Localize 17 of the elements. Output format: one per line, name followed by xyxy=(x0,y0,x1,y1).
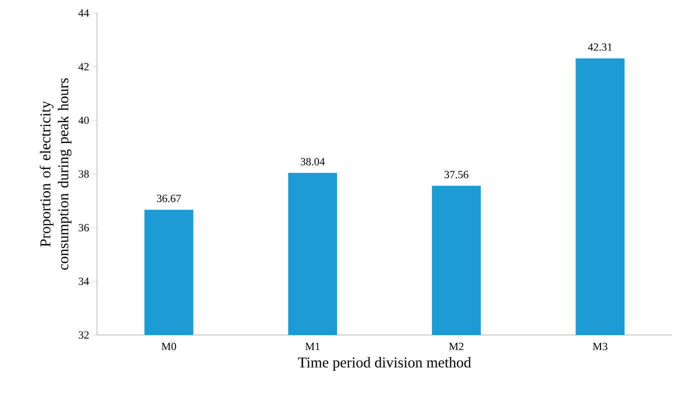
x-axis-title: Time period division method xyxy=(298,357,472,371)
x-tick-label: M0 xyxy=(162,342,176,350)
y-tick-label: 32 xyxy=(78,331,89,339)
y-tick-label: 36 xyxy=(78,224,89,232)
y-tick-label: 40 xyxy=(78,116,89,124)
data-label: 38.04 xyxy=(300,158,325,166)
y-tick-label: 38 xyxy=(78,170,89,178)
data-label: 37.56 xyxy=(444,170,468,178)
x-tick-label: M3 xyxy=(592,342,608,350)
y-axis-title: Proportion of electricity consumption during peak hours xyxy=(40,78,72,270)
x-tick-label: M2 xyxy=(449,342,464,350)
y-tick-label: 42 xyxy=(78,63,89,70)
y-tick-label: 44 xyxy=(78,9,90,17)
x-tick-label: M1 xyxy=(305,342,320,350)
y-tick-label: 34 xyxy=(78,278,90,286)
data-label: 42.31 xyxy=(588,43,612,51)
data-label: 36.67 xyxy=(157,194,181,202)
